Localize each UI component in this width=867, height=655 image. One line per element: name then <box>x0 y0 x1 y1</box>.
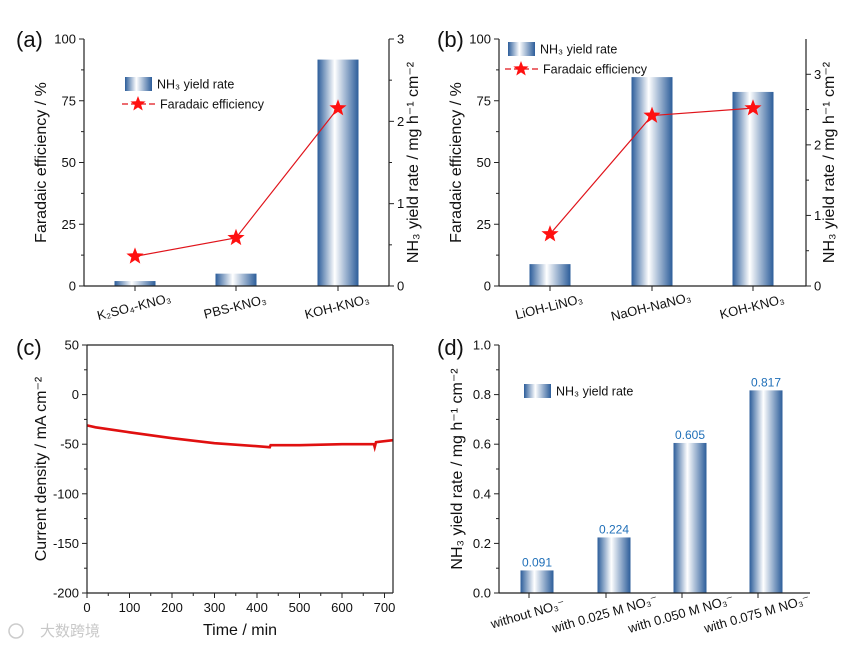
fe-point-star-icon <box>126 247 144 264</box>
watermark: 大数跨境 <box>40 622 100 640</box>
x-tick-label: KOH-KNO₃ <box>303 291 371 322</box>
y-tick-label-left: 100 <box>469 32 491 47</box>
y-tick-label-left: 0.6 <box>473 437 491 452</box>
y-tick-label-left: 0.8 <box>473 387 491 402</box>
y-axis-title-left: Faradaic efficiency / % <box>448 82 465 243</box>
legend-label-yield: NH₃ yield rate <box>540 43 617 57</box>
bar <box>673 442 707 593</box>
x-tick-label: 200 <box>161 600 183 615</box>
bar <box>317 59 359 287</box>
bar <box>529 264 571 286</box>
legend-label-yield: NH₃ yield rate <box>556 385 633 399</box>
y-tick-label-right: 3 <box>814 67 821 82</box>
bar <box>114 281 156 286</box>
legend-star-icon <box>130 96 146 111</box>
bar <box>215 273 257 286</box>
panel-label: (d) <box>437 335 464 360</box>
y-axis-title-right: NH₃ yield rate / mg h⁻¹ cm⁻² <box>405 61 422 263</box>
bar <box>732 91 774 286</box>
panel-b: (b) 0 25 50 75 100 0 1 2 3 LiOH-LiNO₃ NaOH-NaNO₃ KOH… <box>437 27 838 324</box>
bar-data-label: 0.605 <box>675 428 705 442</box>
y-tick-label-left: 50 <box>477 155 491 170</box>
y-tick-label-left: 0 <box>69 279 76 294</box>
bar <box>749 390 783 593</box>
x-tick-label: NaOH-NaNO₃ <box>609 289 692 323</box>
x-tick-label: KOH-KNO₃ <box>718 291 786 322</box>
y-tick-label-left: 100 <box>54 32 76 47</box>
legend-bar-swatch <box>508 42 535 56</box>
y-tick-label-left: 50 <box>62 155 76 170</box>
bar <box>520 570 554 593</box>
y-tick-label-left: 0.2 <box>473 536 491 551</box>
legend-star-icon <box>513 61 529 76</box>
fe-point-star-icon <box>541 225 559 242</box>
y-tick-label-left: -150 <box>53 536 79 551</box>
bar-data-label: 0.817 <box>751 375 781 389</box>
fe-point-star-icon <box>643 106 661 123</box>
x-tick-label: LiOH-LiNO₃ <box>514 291 584 322</box>
bar-data-label: 0.091 <box>522 555 552 569</box>
y-tick-label-left: 0.4 <box>473 486 491 501</box>
current-density-curve <box>86 424 394 453</box>
panel-label: (b) <box>437 27 464 52</box>
y-tick-label-right: 0 <box>397 279 404 294</box>
y-tick-label-right: 3 <box>397 32 404 47</box>
x-tick-label: PBS-KNO₃ <box>202 292 268 322</box>
panel-a: (a) 0 25 50 75 100 0 1 2 3 K₂SO₄-KNO₃ PBS-KNO₃ KOH-K… <box>16 27 422 323</box>
fe-point-star-icon <box>329 99 347 116</box>
y-tick-label-left: 50 <box>65 338 79 353</box>
y-tick-label-right: 1 <box>814 208 821 223</box>
panel-label: (c) <box>16 335 42 360</box>
legend-label-fe: Faradaic efficiency <box>543 63 648 77</box>
legend-label-fe: Faradaic efficiency <box>160 98 265 112</box>
y-axis-title: Current density / mA cm⁻² <box>33 376 50 561</box>
watermark-logo-icon <box>8 623 24 639</box>
y-axis-title-right: NH₃ yield rate / mg h⁻¹ cm⁻² <box>821 61 838 263</box>
y-tick-label-right: 0 <box>814 279 821 294</box>
fe-point-star-icon <box>227 228 245 246</box>
x-tick-label: 300 <box>204 600 226 615</box>
bar <box>597 537 631 593</box>
x-tick-label: K₂SO₄-KNO₃ <box>95 290 172 323</box>
y-tick-label-left: 75 <box>62 93 76 108</box>
y-axis-title-left: Faradaic efficiency / % <box>33 82 50 243</box>
y-tick-label-left: 75 <box>477 93 491 108</box>
legend-bar-swatch <box>125 77 152 91</box>
x-tick-label: 0 <box>83 600 90 615</box>
y-tick-label-left: 0 <box>72 387 79 402</box>
panel-label: (a) <box>16 27 43 52</box>
panel-d: (d) 0.0 0.2 0.4 0.6 0.8 1.0 0.091 0.224 0.605 0.81… <box>437 335 811 636</box>
y-tick-label-right: 2 <box>814 137 821 152</box>
y-tick-label-right: 1 <box>397 196 404 211</box>
legend-bar-swatch <box>524 384 551 398</box>
y-tick-label-left: 1.0 <box>473 338 491 353</box>
y-tick-label-left: 0 <box>484 279 491 294</box>
x-tick-label: 600 <box>331 600 353 615</box>
y-tick-label-right: 2 <box>397 114 404 129</box>
legend-label-yield: NH₃ yield rate <box>157 78 234 92</box>
y-tick-label-left: 0.0 <box>473 586 491 601</box>
x-axis-title: Time / min <box>203 622 277 639</box>
x-tick-label: 700 <box>374 600 396 615</box>
y-tick-label-left: -100 <box>53 486 79 501</box>
y-tick-label-left: -200 <box>53 586 79 601</box>
x-tick-label: 100 <box>119 600 141 615</box>
y-tick-label-left: 25 <box>62 217 76 232</box>
y-tick-label-left: -50 <box>60 437 79 452</box>
fe-point-star-icon <box>744 99 762 116</box>
x-tick-label: 500 <box>289 600 311 615</box>
y-tick-label-left: 25 <box>477 217 491 232</box>
bar-data-label: 0.224 <box>599 522 629 536</box>
y-axis-title: NH₃ yield rate / mg h⁻¹ cm⁻² <box>449 368 466 570</box>
x-tick-label: 400 <box>246 600 268 615</box>
